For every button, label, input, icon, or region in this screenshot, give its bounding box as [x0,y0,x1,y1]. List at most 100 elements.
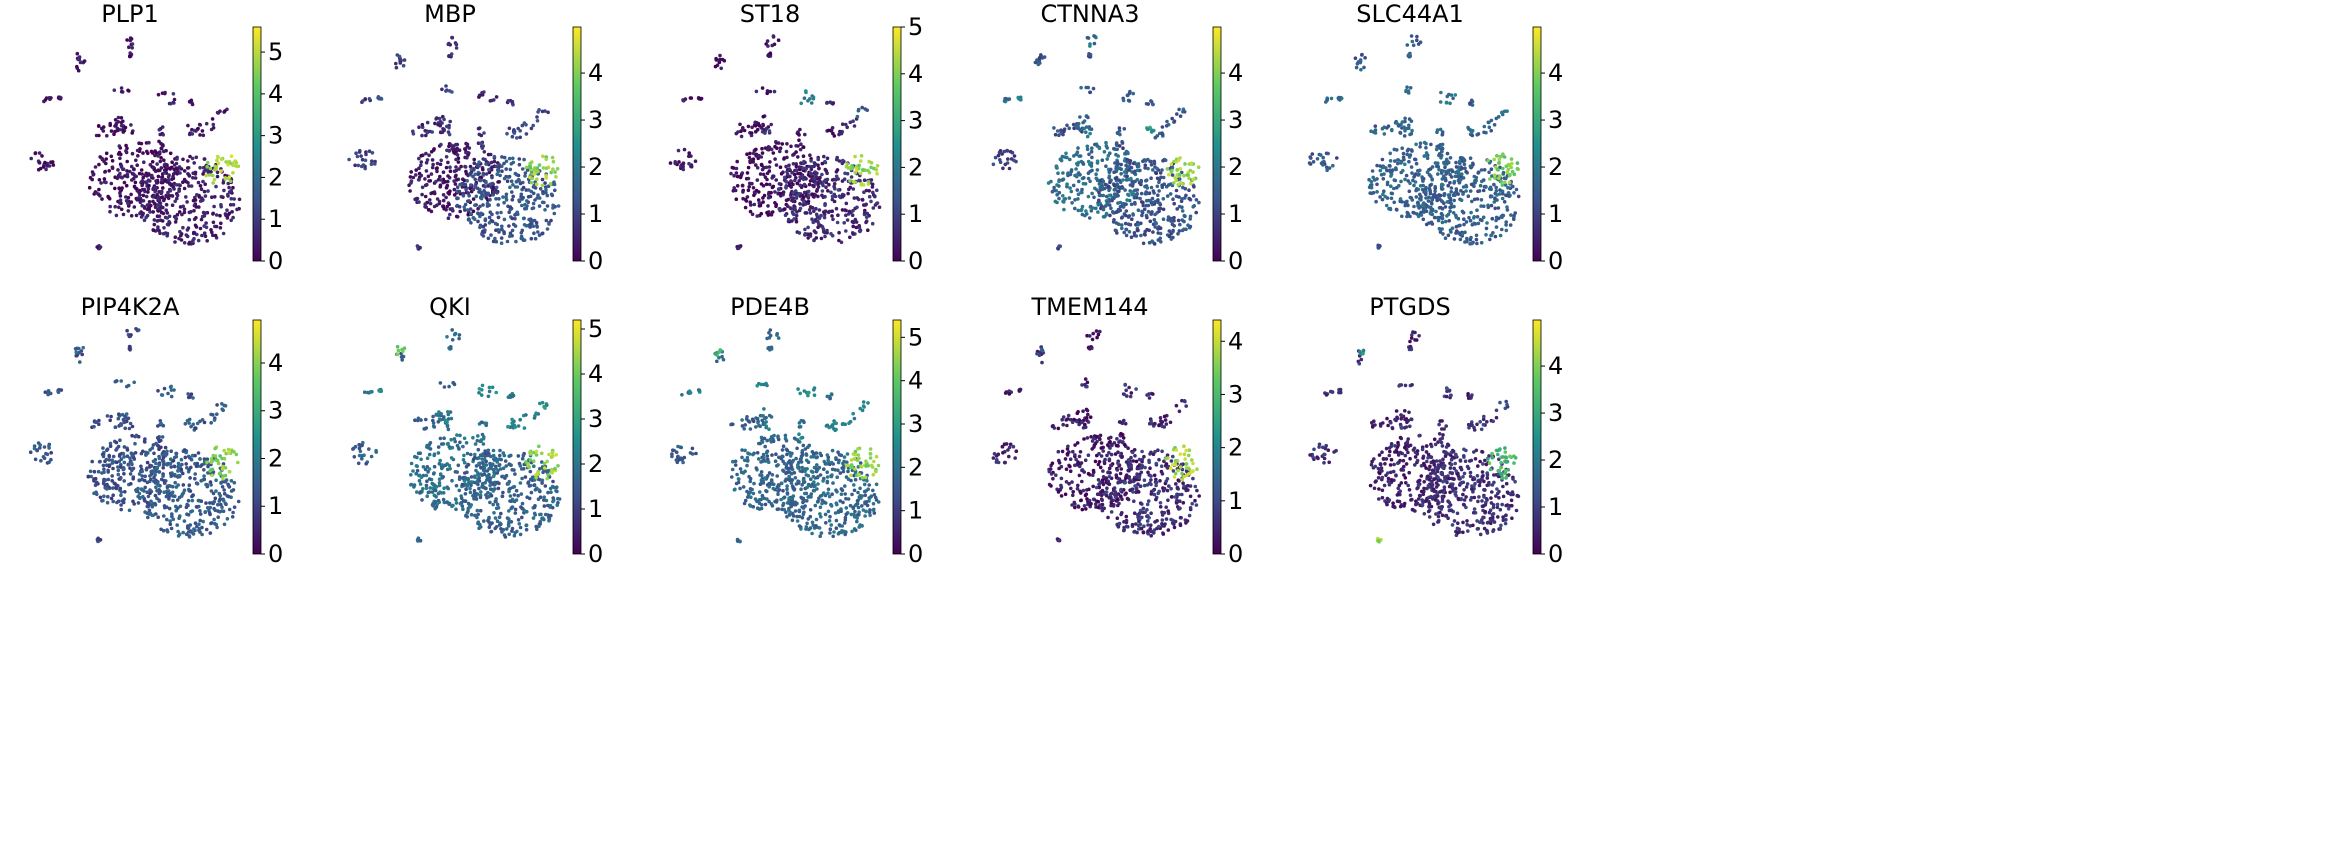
cell-point [866,228,870,232]
cell-point [211,233,215,238]
cell-point [1138,168,1142,173]
cell-point [693,159,698,163]
cell-point [1407,189,1412,194]
cell-point [1479,198,1484,202]
cell-point [530,176,535,181]
cell-point [1007,97,1012,101]
cell-point [159,156,163,160]
cell-point [510,198,515,202]
cell-point [1476,171,1480,175]
cell-point [171,517,176,522]
cell-point [154,461,158,466]
cell-point [827,182,831,187]
cell-point [192,161,196,165]
cell-point [1443,165,1447,169]
cell-point [1006,157,1010,161]
cell-point [859,182,864,187]
cell-point [507,234,512,239]
cell-point [1181,185,1185,190]
cell-point [544,176,549,180]
cell-point [529,221,534,226]
cell-point [1406,147,1411,152]
cell-point [1473,222,1478,226]
cell-point [126,416,131,421]
cell-point [1116,201,1120,205]
cell-point [165,491,170,496]
cell-point [873,194,877,199]
cell-point [113,379,118,384]
cell-point [1088,169,1092,174]
cell-point [1155,166,1159,171]
cell-point [748,209,753,214]
cluster-c13 [56,387,64,394]
cell-point [841,158,845,163]
cell-point [447,41,451,46]
cell-point [213,454,218,458]
cell-point [1138,196,1142,201]
cell-point [483,157,487,162]
cell-point [178,229,182,234]
cell-point [180,212,184,217]
cell-point [1460,166,1464,171]
cell-point [472,168,476,172]
cell-point [156,515,160,519]
cell-point [184,195,188,199]
cell-point [1071,183,1076,188]
cell-point [787,167,792,171]
cell-point [533,186,538,190]
cell-point [120,175,124,180]
cell-point [479,133,484,138]
cell-point [717,58,721,63]
cell-point [852,196,857,200]
cell-point [188,154,192,159]
cell-point [379,96,383,101]
cell-point [1419,213,1424,217]
cell-point [157,439,162,443]
cell-point [441,170,446,174]
cell-point [228,203,233,207]
cell-point [820,189,825,193]
cell-point [528,225,532,229]
cell-point [848,185,853,190]
cell-point [785,142,789,146]
cell-point [1108,151,1112,155]
cell-point [830,126,835,130]
cell-point [162,490,166,494]
cell-point [855,168,859,173]
cell-point [735,174,740,179]
cell-point [174,485,179,489]
cluster-c3 [29,151,56,172]
cell-point [1392,186,1396,191]
cell-point [74,354,78,358]
cell-point [1436,144,1441,148]
panel-title: CTNNA3 [1040,0,1139,28]
cell-point [452,150,456,155]
cell-point [875,188,879,193]
cell-point [1410,128,1414,133]
cell-point [797,133,801,137]
cell-point [1478,217,1483,222]
colorbar-tick-label: 1 [1548,200,1563,228]
cell-point [216,161,221,165]
cell-point [192,527,196,531]
cell-point [531,224,536,228]
cell-point [170,194,175,198]
cell-point [544,157,548,162]
cell-point [1097,146,1102,150]
cell-point [1123,202,1128,206]
cell-point [1440,227,1444,231]
cell-point [820,193,824,198]
cell-point [544,188,548,192]
cell-point [524,132,529,136]
cell-point [1486,120,1491,125]
colorbar-tick-label: 0 [588,247,603,275]
cell-point [1494,185,1498,190]
cell-point [426,208,431,212]
cell-point [118,156,122,161]
cell-point [201,210,206,215]
cell-point [497,165,501,169]
cell-point [1509,213,1513,217]
cell-point [1149,130,1154,134]
cell-point [870,185,875,189]
cell-point [1475,132,1479,137]
